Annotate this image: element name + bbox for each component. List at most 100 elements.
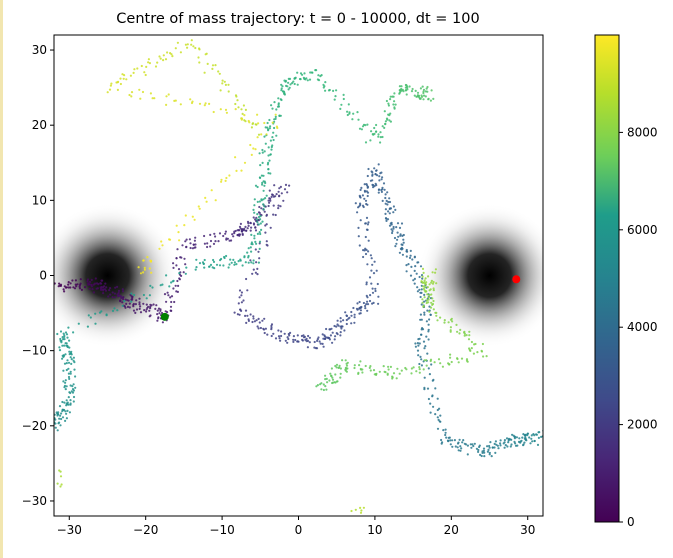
trajectory-point	[515, 436, 519, 439]
x-tick-label: −10	[209, 523, 234, 537]
trajectory-point	[419, 295, 422, 299]
trajectory-point	[72, 356, 75, 359]
trajectory-point	[62, 380, 65, 383]
trajectory-point	[375, 269, 378, 272]
trajectory-point	[250, 233, 253, 236]
trajectory-point	[481, 342, 484, 346]
trajectory-point	[321, 333, 324, 336]
trajectory-points	[51, 39, 543, 514]
trajectory-point	[246, 251, 249, 254]
trajectory-point	[145, 308, 148, 311]
trajectory-point	[338, 366, 341, 369]
trajectory-point	[503, 439, 506, 442]
trajectory-point	[269, 139, 272, 142]
trajectory-point	[387, 104, 390, 107]
trajectory-point	[420, 333, 423, 336]
trajectory-point	[257, 215, 261, 219]
trajectory-point	[267, 199, 270, 202]
trajectory-point	[224, 83, 227, 86]
trajectory-point	[225, 111, 228, 114]
trajectory-point	[179, 103, 182, 106]
trajectory-point	[195, 258, 198, 261]
trajectory-point	[513, 437, 517, 440]
trajectory-point	[130, 95, 133, 98]
trajectory-point	[494, 451, 497, 454]
trajectory-point	[121, 290, 125, 293]
trajectory-point	[192, 243, 195, 246]
trajectory-point	[178, 272, 181, 275]
trajectory-point	[428, 310, 431, 313]
trajectory-point	[254, 148, 257, 151]
trajectory-point	[172, 287, 175, 290]
trajectory-point	[378, 370, 381, 373]
trajectory-point	[341, 325, 344, 328]
trajectory-point	[74, 283, 77, 286]
trajectory-point	[473, 442, 476, 445]
trajectory-point	[277, 204, 280, 207]
trajectory-point	[371, 174, 374, 177]
trajectory-point	[421, 85, 424, 88]
trajectory-point	[58, 282, 61, 285]
trajectory-point	[427, 330, 430, 333]
trajectory-point	[263, 180, 266, 183]
trajectory-point	[138, 297, 141, 300]
trajectory-point	[262, 174, 265, 177]
trajectory-point	[464, 443, 468, 446]
trajectory-point	[424, 345, 427, 348]
trajectory-point	[51, 289, 53, 291]
trajectory-point	[418, 96, 421, 100]
trajectory-point	[467, 338, 471, 341]
trajectory-point	[149, 92, 152, 95]
trajectory-point	[258, 176, 261, 179]
trajectory-point	[261, 319, 264, 322]
trajectory-point	[361, 194, 364, 197]
trajectory-point	[416, 290, 419, 293]
trajectory-point	[407, 263, 410, 266]
trajectory-point	[279, 185, 282, 188]
trajectory-point	[244, 261, 247, 264]
trajectory-point	[253, 211, 256, 214]
trajectory-point	[427, 367, 430, 370]
trajectory-point	[346, 113, 349, 117]
trajectory-point	[379, 131, 382, 134]
trajectory-point	[190, 43, 193, 46]
trajectory-point	[257, 327, 260, 330]
trajectory-point	[150, 304, 153, 307]
trajectory-point	[519, 441, 522, 444]
trajectory-point	[332, 89, 335, 92]
trajectory-point	[319, 342, 322, 345]
trajectory-point	[147, 305, 150, 308]
trajectory-point	[449, 318, 453, 321]
trajectory-point	[495, 443, 498, 446]
trajectory-point	[417, 344, 420, 347]
trajectory-point	[203, 71, 206, 74]
trajectory-point	[406, 88, 409, 91]
trajectory-point	[59, 414, 62, 417]
trajectory-point	[429, 288, 432, 291]
trajectory-point	[222, 234, 225, 238]
chart-title: Centre of mass trajectory: t = 0 - 10000…	[116, 11, 479, 27]
trajectory-point	[227, 83, 230, 86]
trajectory-point	[103, 285, 106, 288]
trajectory-point	[116, 88, 119, 91]
trajectory-point	[373, 126, 376, 130]
trajectory-point	[427, 338, 430, 341]
trajectory-point	[371, 133, 374, 136]
trajectory-point	[365, 294, 368, 297]
trajectory-point	[66, 336, 69, 339]
trajectory-point	[258, 257, 261, 260]
trajectory-point	[96, 287, 99, 290]
trajectory-point	[325, 327, 328, 331]
trajectory-point	[286, 336, 289, 339]
trajectory-point	[107, 295, 110, 298]
trajectory-point	[244, 225, 247, 228]
trajectory-point	[240, 169, 243, 172]
trajectory-point	[358, 195, 362, 198]
trajectory-point	[263, 135, 266, 138]
trajectory-point	[366, 263, 369, 266]
trajectory-point	[324, 385, 327, 388]
trajectory-point	[368, 299, 372, 303]
trajectory-point	[421, 277, 424, 280]
trajectory-point	[70, 362, 73, 365]
trajectory-point	[111, 309, 115, 312]
